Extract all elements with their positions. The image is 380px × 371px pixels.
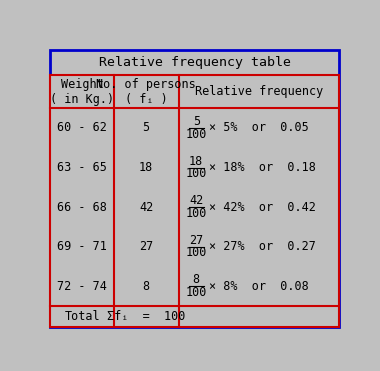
Text: 100: 100 [185, 128, 207, 141]
Text: × 8%  or  0.08: × 8% or 0.08 [209, 280, 309, 293]
Text: 100: 100 [185, 167, 207, 180]
Text: Relative frequency table: Relative frequency table [99, 56, 291, 69]
Text: × 42%  or  0.42: × 42% or 0.42 [209, 201, 316, 214]
Text: Relative frequency: Relative frequency [195, 85, 323, 98]
Text: 8: 8 [193, 273, 200, 286]
Text: 5: 5 [142, 121, 150, 135]
Text: 42: 42 [189, 194, 203, 207]
Text: × 5%  or  0.05: × 5% or 0.05 [209, 121, 309, 135]
Text: × 18%  or  0.18: × 18% or 0.18 [209, 161, 316, 174]
Text: 63 - 65: 63 - 65 [57, 161, 107, 174]
Text: 8: 8 [142, 280, 150, 293]
Text: Σfᵢ  =  100: Σfᵢ = 100 [107, 310, 185, 323]
Text: Weight
( in Kg.): Weight ( in Kg.) [50, 78, 114, 106]
Text: 72 - 74: 72 - 74 [57, 280, 107, 293]
Text: 100: 100 [185, 246, 207, 259]
Text: 100: 100 [185, 207, 207, 220]
Text: 27: 27 [189, 234, 203, 247]
Text: 69 - 71: 69 - 71 [57, 240, 107, 253]
Bar [51, 75, 339, 327]
Text: 60 - 62: 60 - 62 [57, 121, 107, 135]
Text: 66 - 68: 66 - 68 [57, 201, 107, 214]
Text: No. of persons
( fᵢ ): No. of persons ( fᵢ ) [96, 78, 196, 106]
Text: 5: 5 [193, 115, 200, 128]
Text: 42: 42 [139, 201, 153, 214]
Text: 18: 18 [189, 155, 203, 168]
Text: 100: 100 [185, 286, 207, 299]
Text: 27: 27 [139, 240, 153, 253]
Text: × 27%  or  0.27: × 27% or 0.27 [209, 240, 316, 253]
Text: Total: Total [64, 310, 100, 323]
Text: 18: 18 [139, 161, 153, 174]
